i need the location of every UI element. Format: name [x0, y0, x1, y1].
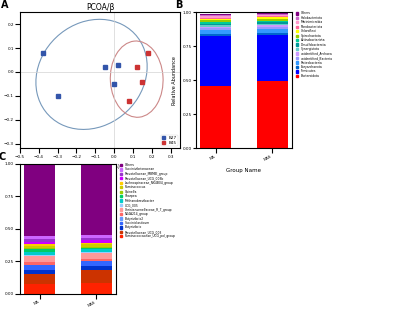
Bar: [257, 25, 288, 27]
Bar: [24, 285, 55, 294]
Bar: [24, 265, 55, 270]
Bar: [257, 22, 288, 24]
Bar: [24, 246, 55, 248]
Bar: [81, 238, 112, 240]
Bar: [81, 244, 112, 247]
Bar: [81, 243, 112, 244]
Bar: [257, 15, 288, 16]
Text: C: C: [0, 152, 6, 162]
Bar: [81, 259, 112, 261]
Legend: Others, Succinivibrionaceae, Prevotellaceae_MBMEI_group, Prevotellaceae_UCG_003b: Others, Succinivibrionaceae, Prevotellac…: [120, 163, 176, 239]
Bar: [81, 248, 112, 249]
Bar: [24, 248, 55, 249]
Bar: [81, 235, 112, 238]
Bar: [81, 160, 112, 235]
Bar: [200, 23, 231, 25]
Y-axis label: Relative Abundance: Relative Abundance: [172, 56, 177, 105]
Bar: [200, 16, 231, 18]
Bar: [81, 270, 112, 283]
Bar: [24, 270, 55, 274]
Bar: [200, 22, 231, 23]
Bar: [257, 17, 288, 19]
Bar: [24, 256, 55, 262]
Bar: [24, 159, 55, 236]
Bar: [200, 28, 231, 30]
Bar: [24, 252, 55, 255]
Bar: [81, 247, 112, 248]
Bar: [24, 244, 55, 246]
Bar: [257, 81, 288, 148]
Bar: [24, 249, 55, 252]
Bar: [257, 20, 288, 22]
Bar: [81, 252, 112, 253]
Legend: B27, B45: B27, B45: [161, 135, 178, 146]
Bar: [257, 19, 288, 20]
Legend: Others, Halobacteriota, Marinimicrobia, Fibrobacteriota, Chloroflexi, Spirochaet: Others, Halobacteriota, Marinimicrobia, …: [296, 11, 333, 78]
Bar: [81, 253, 112, 259]
Bar: [24, 262, 55, 265]
Bar: [200, 20, 231, 22]
Bar: [81, 240, 112, 243]
Bar: [24, 236, 55, 239]
Bar: [24, 239, 55, 242]
Bar: [24, 242, 55, 244]
Bar: [200, 36, 231, 87]
Bar: [24, 274, 55, 285]
X-axis label: Group Name: Group Name: [226, 168, 262, 173]
Text: A: A: [1, 0, 8, 10]
Bar: [257, 12, 288, 14]
Bar: [257, 35, 288, 81]
Bar: [200, 34, 231, 36]
Bar: [200, 87, 231, 148]
Bar: [257, 24, 288, 25]
Bar: [257, 33, 288, 35]
Text: B: B: [175, 0, 182, 10]
Bar: [200, 19, 231, 20]
Bar: [200, 14, 231, 15]
Bar: [200, 25, 231, 27]
Title: PCOA/β: PCOA/β: [86, 2, 114, 11]
Bar: [257, 29, 288, 33]
Bar: [257, 16, 288, 17]
Bar: [81, 266, 112, 270]
Bar: [81, 283, 112, 294]
Bar: [24, 255, 55, 256]
Bar: [200, 15, 231, 16]
Bar: [200, 27, 231, 28]
Bar: [257, 14, 288, 15]
Bar: [81, 249, 112, 252]
X-axis label: pcoa1(27.71 %): pcoa1(27.71 %): [81, 164, 119, 169]
Bar: [200, 30, 231, 34]
Bar: [200, 18, 231, 19]
Bar: [81, 261, 112, 266]
Bar: [257, 27, 288, 29]
